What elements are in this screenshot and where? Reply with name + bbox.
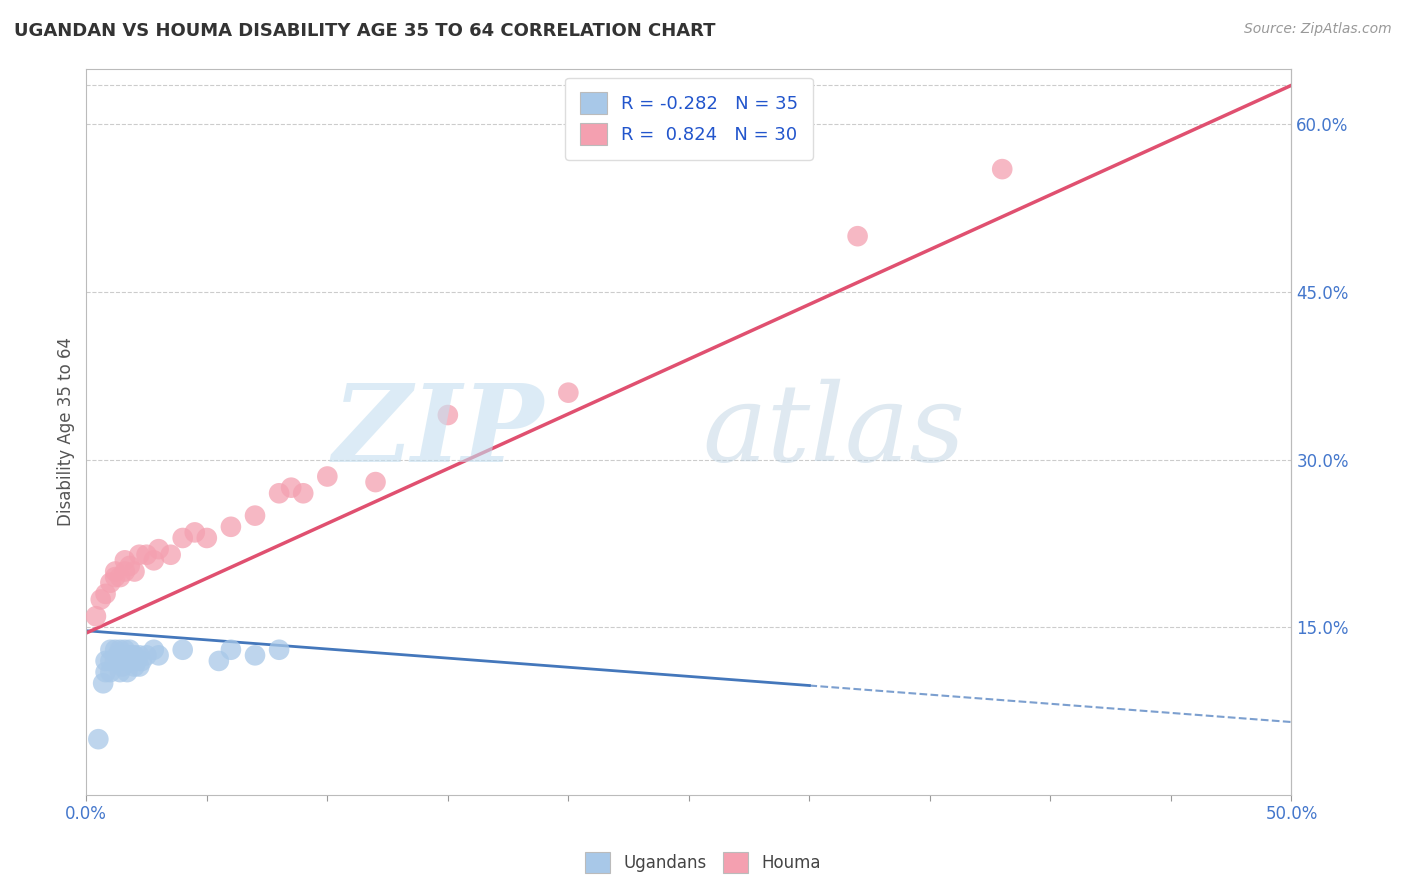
Point bbox=[118, 642, 141, 657]
Point bbox=[118, 558, 141, 573]
Point bbox=[124, 648, 146, 663]
Point bbox=[172, 642, 194, 657]
Point bbox=[269, 486, 291, 500]
Point bbox=[94, 654, 117, 668]
Point bbox=[243, 648, 266, 663]
Point bbox=[128, 659, 150, 673]
Point bbox=[219, 520, 242, 534]
Point bbox=[87, 732, 110, 747]
Point bbox=[184, 525, 207, 540]
Point bbox=[100, 665, 122, 679]
Point bbox=[135, 548, 157, 562]
Point bbox=[94, 587, 117, 601]
Point bbox=[219, 642, 242, 657]
Point bbox=[131, 654, 153, 668]
Legend: R = -0.282   N = 35, R =  0.824   N = 30: R = -0.282 N = 35, R = 0.824 N = 30 bbox=[565, 78, 813, 160]
Point bbox=[292, 486, 315, 500]
Point bbox=[148, 542, 170, 557]
Point bbox=[117, 648, 139, 663]
Point bbox=[108, 642, 131, 657]
Point bbox=[124, 659, 146, 673]
Point bbox=[100, 642, 122, 657]
Point bbox=[557, 385, 579, 400]
Legend: Ugandans, Houma: Ugandans, Houma bbox=[578, 846, 828, 880]
Point bbox=[84, 609, 107, 624]
Point bbox=[437, 408, 460, 422]
Point bbox=[269, 642, 291, 657]
Point bbox=[91, 676, 114, 690]
Point bbox=[114, 565, 136, 579]
Point bbox=[108, 570, 131, 584]
Point bbox=[94, 665, 117, 679]
Point bbox=[125, 654, 148, 668]
Point bbox=[111, 648, 134, 663]
Point bbox=[364, 475, 387, 489]
Point bbox=[159, 548, 181, 562]
Point bbox=[100, 575, 122, 590]
Point bbox=[100, 654, 122, 668]
Text: UGANDAN VS HOUMA DISABILITY AGE 35 TO 64 CORRELATION CHART: UGANDAN VS HOUMA DISABILITY AGE 35 TO 64… bbox=[14, 22, 716, 40]
Point bbox=[111, 659, 134, 673]
Y-axis label: Disability Age 35 to 64: Disability Age 35 to 64 bbox=[58, 337, 75, 526]
Point bbox=[128, 648, 150, 663]
Point bbox=[316, 469, 339, 483]
Text: atlas: atlas bbox=[702, 379, 965, 484]
Point bbox=[172, 531, 194, 545]
Point bbox=[104, 654, 127, 668]
Point bbox=[117, 665, 139, 679]
Point bbox=[104, 642, 127, 657]
Point bbox=[124, 565, 146, 579]
Point bbox=[114, 553, 136, 567]
Point bbox=[991, 162, 1014, 177]
Text: Source: ZipAtlas.com: Source: ZipAtlas.com bbox=[1244, 22, 1392, 37]
Point bbox=[108, 665, 131, 679]
Point bbox=[104, 565, 127, 579]
Point bbox=[114, 642, 136, 657]
Point bbox=[846, 229, 869, 244]
Point bbox=[208, 654, 231, 668]
Point bbox=[114, 654, 136, 668]
Point bbox=[135, 648, 157, 663]
Point bbox=[128, 548, 150, 562]
Point bbox=[118, 654, 141, 668]
Point bbox=[142, 642, 165, 657]
Point bbox=[195, 531, 218, 545]
Point bbox=[280, 481, 302, 495]
Point bbox=[121, 648, 143, 663]
Point bbox=[243, 508, 266, 523]
Point bbox=[104, 570, 127, 584]
Point bbox=[142, 553, 165, 567]
Point bbox=[90, 592, 112, 607]
Text: ZIP: ZIP bbox=[333, 379, 544, 484]
Point bbox=[148, 648, 170, 663]
Point bbox=[107, 648, 129, 663]
